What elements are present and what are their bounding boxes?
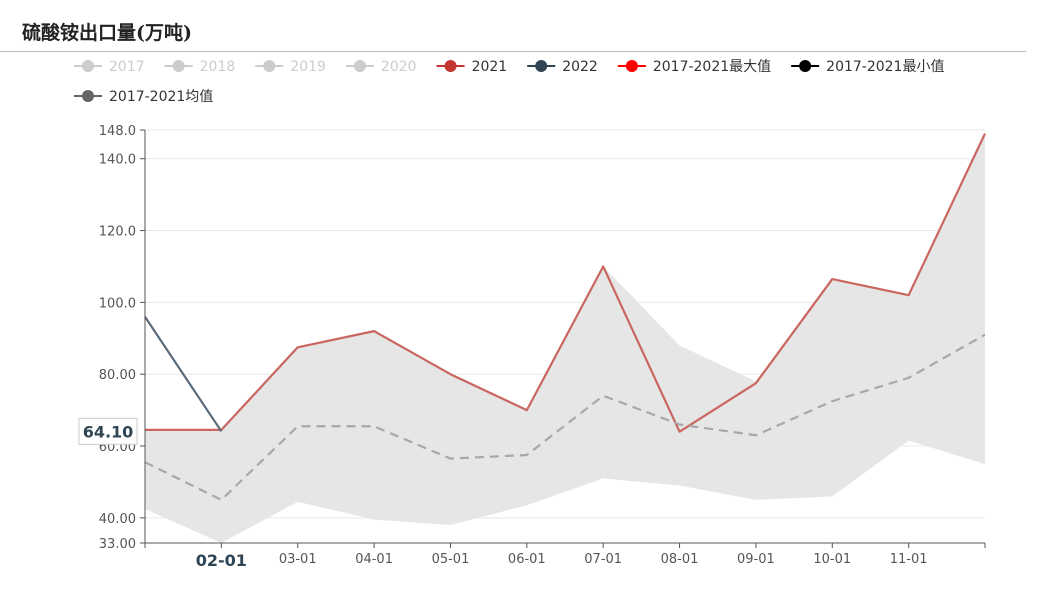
series-line-2022 xyxy=(144,316,223,432)
x-tick-label: 11-01 xyxy=(890,552,928,567)
y-tick-label: 120.0 xyxy=(99,225,136,240)
x-tick-label: 04-01 xyxy=(355,552,393,567)
x-axis-ticks: 02-01 03-01 04-01 05-01 06-01 07-01 08-01 09-01… xyxy=(144,543,986,570)
x-tick-label: 02-01 xyxy=(196,551,247,570)
legend-label: 2020 xyxy=(381,59,417,75)
series-line-2021 xyxy=(145,133,986,433)
legend-item: 2018 xyxy=(164,59,236,75)
y-tick-label: 148.0 xyxy=(99,124,136,139)
title-divider xyxy=(0,51,1026,52)
legend-item: 2022 xyxy=(527,59,598,75)
legend-label: 2017-2021均值 xyxy=(109,89,213,105)
legend-item: 2017-2021均值 xyxy=(74,89,213,105)
legend-marker-icon xyxy=(263,60,276,72)
pointer-label-box xyxy=(78,417,138,445)
legend-marker-icon xyxy=(172,60,185,72)
series-line-2017-2021均值 xyxy=(144,333,986,502)
legend-marker-icon xyxy=(535,60,548,72)
legend-item: 2017-2021最小值 xyxy=(791,59,944,75)
legend-label: 2017-2021最小值 xyxy=(826,59,944,75)
legend-marker-icon xyxy=(625,60,638,72)
legend: 2017 2018 2019 2020 2021 2022 2017-2021最大值 2017… xyxy=(74,59,944,105)
y-axis-pointer-label: 64.10 xyxy=(78,417,138,445)
x-tick-label: 06-01 xyxy=(508,552,546,567)
legend-label: 2019 xyxy=(290,59,326,75)
legend-item: 2019 xyxy=(255,59,326,75)
legend-marker-icon xyxy=(353,60,366,72)
axes xyxy=(144,130,985,544)
x-tick-label: 07-01 xyxy=(584,552,622,567)
series-lines xyxy=(144,133,986,502)
legend-item: 2017-2021最大值 xyxy=(617,59,771,75)
y-tick-label: 80.00 xyxy=(99,368,136,383)
x-tick-label: 03-01 xyxy=(279,552,317,567)
legend-label: 2017 xyxy=(109,59,145,75)
x-tick-label: 10-01 xyxy=(813,552,851,567)
legend-label: 2017-2021最大值 xyxy=(653,59,771,75)
legend-label: 2021 xyxy=(472,59,508,75)
y-tick-label: 33.00 xyxy=(99,537,136,552)
y-tick-label: 140.0 xyxy=(99,153,136,168)
x-tick-label: 08-01 xyxy=(661,552,699,567)
legend-marker-icon xyxy=(444,60,457,72)
legend-marker-icon xyxy=(82,90,94,102)
legend-item: 2021 xyxy=(436,59,508,75)
x-tick-label: 05-01 xyxy=(432,552,470,567)
legend-label: 2018 xyxy=(200,59,236,75)
legend-item: 2020 xyxy=(345,59,417,75)
legend-marker-icon xyxy=(82,60,94,72)
pointer-label-value: 64.10 xyxy=(83,422,134,441)
chart-title: 硫酸铵出口量(万吨) xyxy=(22,22,192,44)
legend-label: 2022 xyxy=(562,59,598,75)
x-tick-label: 09-01 xyxy=(737,552,775,567)
legend-item: 2017 xyxy=(74,59,145,75)
y-tick-label: 40.00 xyxy=(99,512,136,527)
y-tick-label: 100.0 xyxy=(99,296,136,311)
legend-marker-icon xyxy=(799,60,812,72)
